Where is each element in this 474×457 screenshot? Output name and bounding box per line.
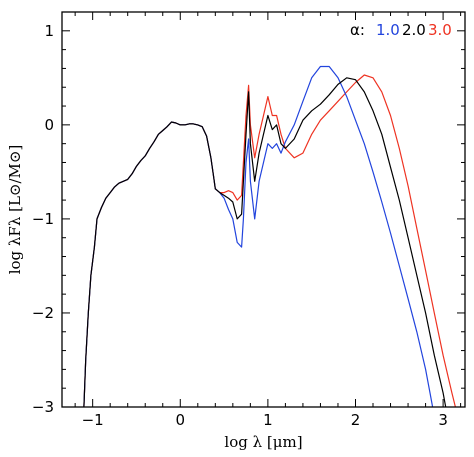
legend-item-2-0: 2.0 bbox=[402, 21, 426, 39]
legend-title: α: bbox=[350, 21, 365, 39]
series-layer bbox=[83, 65, 456, 407]
x-tick-label: 3 bbox=[438, 411, 448, 429]
y-tick-label: 1 bbox=[44, 22, 54, 40]
legend: α: 1.0 2.0 3.0 bbox=[350, 21, 452, 39]
series-line-alpha-2-0 bbox=[83, 77, 447, 407]
series-line-alpha-3-0 bbox=[83, 74, 456, 407]
y-axis-title: log λFλ [L⊙/M⊙] bbox=[6, 145, 24, 275]
tick-layer: −1 0 1 2 3 −3 −2 −1 0 1 bbox=[32, 11, 465, 429]
y-tick-label: −2 bbox=[32, 304, 54, 322]
legend-item-1-0: 1.0 bbox=[376, 21, 400, 39]
y-tick-label: 0 bbox=[44, 116, 54, 134]
x-tick-label: 1 bbox=[263, 411, 273, 429]
x-tick-label: −1 bbox=[82, 411, 104, 429]
legend-item-3-0: 3.0 bbox=[428, 21, 452, 39]
x-axis-title: log λ [μm] bbox=[224, 433, 302, 451]
y-tick-label: −1 bbox=[32, 210, 54, 228]
y-tick-label: −3 bbox=[32, 398, 54, 416]
plot-frame bbox=[61, 11, 466, 408]
x-tick-label: 2 bbox=[351, 411, 361, 429]
series-line-alpha-1-0 bbox=[83, 65, 434, 407]
x-tick-label: 0 bbox=[175, 411, 185, 429]
